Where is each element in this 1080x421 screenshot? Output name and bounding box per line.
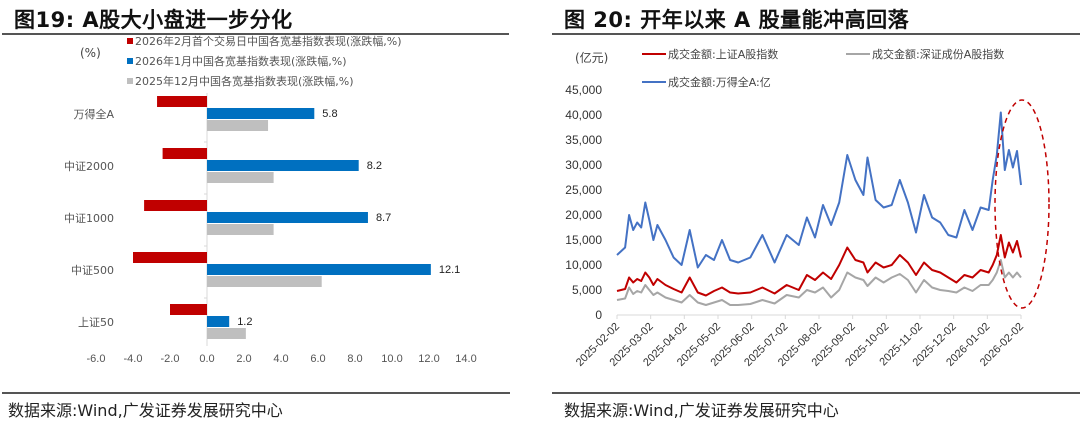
y-tick-label: 30,000 [565,158,602,172]
legend-swatch [127,78,133,84]
bar [207,212,368,223]
y-tick-label: 10,000 [565,258,602,272]
bar [207,160,359,171]
category-label: 中证2000 [64,160,114,173]
figure-20-panel: 图 20: 开年以来 A 股量能冲高回落 (亿元) 成交金额:上证A股指数 成交金额… [540,0,1080,420]
unit-label: (%) [80,46,101,60]
legend-swatch [127,58,133,64]
x-tick-label: -6.0 [87,353,106,365]
bar [162,148,207,159]
figure-19-title: 图19: A股大小盘进一步分化 [14,8,293,32]
bar-chart: (%) 2026年2月首个交易日中国各宽基指数表现(涨跌幅,%) 2026年1月中国… [64,34,477,365]
legend-label: 成交金额:万得全A:亿 [668,75,771,89]
bar [207,316,230,327]
bar-value-label: 12.1 [439,264,460,276]
bar [207,264,431,275]
legend-label: 成交金额:上证A股指数 [668,47,778,61]
category-label: 中证1000 [64,212,114,225]
data-source-note: 数据来源:Wind,广发证券发展研究中心 [8,401,283,420]
bar-value-label: 8.2 [367,160,382,172]
bar [133,252,207,263]
x-tick-label: 6.0 [310,353,325,365]
source-divider [2,392,510,394]
title-divider [552,33,1080,35]
figure-19-panel: 图19: A股大小盘进一步分化 (%) 2026年2月首个交易日中国各宽基指数表现… [0,0,540,420]
y-tick-label: 25,000 [565,183,602,197]
category-label: 万得全A [73,107,114,121]
data-source-note: 数据来源:Wind,广发证券发展研究中心 [564,401,839,420]
x-tick-label: 8.0 [347,353,362,365]
y-tick-label: 20,000 [565,208,602,222]
bar [207,276,322,287]
bar-value-label: 8.7 [376,212,391,224]
y-tick-label: 5,000 [572,283,602,297]
legend-label: 2026年1月中国各宽基指数表现(涨跌幅,%) [135,54,347,68]
category-label: 中证500 [71,264,114,277]
y-tick-label: 0 [595,308,602,322]
bar [144,200,207,211]
x-tick-label: 2.0 [236,353,251,365]
series-line [616,234,1022,297]
x-tick-label: -4.0 [124,353,143,365]
y-tick-label: 45,000 [565,83,602,97]
bar-value-label: 1.2 [237,316,252,328]
title-divider [2,33,509,35]
legend-label: 2025年12月中国各宽基指数表现(涨跌幅,%) [135,74,354,88]
y-tick-label: 40,000 [565,108,602,122]
legend-label: 2026年2月首个交易日中国各宽基指数表现(涨跌幅,%) [135,34,402,48]
y-tick-label: 15,000 [565,233,602,247]
x-tick-label: -2.0 [161,353,180,365]
legend-swatch [127,38,133,44]
x-tick-label: 14.0 [455,353,476,365]
x-tick-label: 0.0 [199,353,214,365]
x-tick-label: 4.0 [273,353,288,365]
x-tick-label: 12.0 [418,353,439,365]
y-tick-label: 35,000 [565,133,602,147]
source-divider [552,392,1080,394]
highlight-ellipse [994,99,1050,309]
figure-20-title: 图 20: 开年以来 A 股量能冲高回落 [564,8,910,32]
bar [207,172,274,183]
x-tick-label: 10.0 [381,353,402,365]
y-unit-label: (亿元) [575,50,608,65]
legend-label: 成交金额:深证成份A股指数 [872,47,1004,61]
series-line [616,259,1022,306]
bar [207,108,315,119]
bar [170,304,207,315]
category-label: 上证50 [78,316,114,329]
bar [207,328,246,339]
bar-value-label: 5.8 [322,108,337,120]
bar [207,224,274,235]
bar [157,96,207,107]
bar [207,120,269,131]
series-line [616,111,1022,269]
